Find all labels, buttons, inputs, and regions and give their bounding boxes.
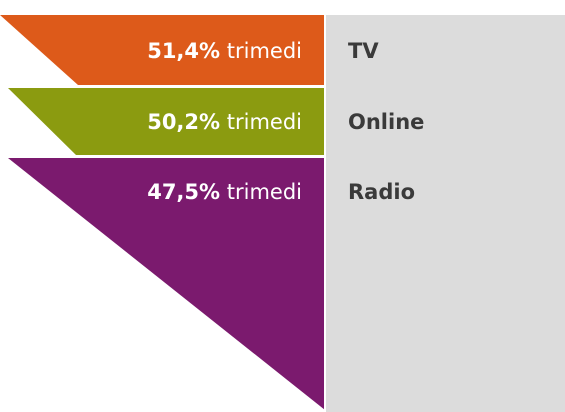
online-label: Online: [348, 110, 424, 134]
label-panel: [325, 15, 565, 412]
tv-shape: [0, 15, 325, 85]
tv-label: TV: [348, 39, 379, 63]
suffix: trimedi: [227, 110, 302, 134]
tv-value: 51,4% trimedi: [147, 39, 302, 63]
radio-label: Radio: [348, 180, 415, 204]
percent: 47,5%: [147, 180, 220, 204]
radio-shape: [8, 158, 325, 410]
percent: 51,4%: [147, 39, 220, 63]
percent: 50,2%: [147, 110, 220, 134]
radio-value: 47,5% trimedi: [147, 180, 302, 204]
suffix: trimedi: [227, 180, 302, 204]
suffix: trimedi: [227, 39, 302, 63]
online-value: 50,2% trimedi: [147, 110, 302, 134]
online-shape: [8, 88, 325, 155]
